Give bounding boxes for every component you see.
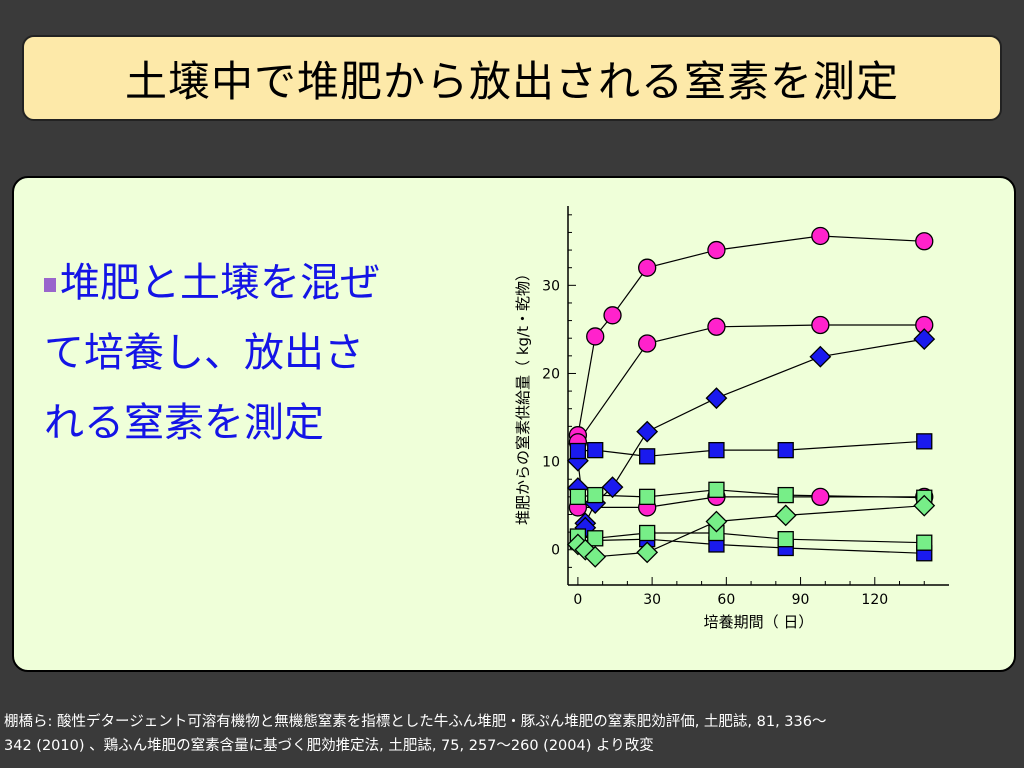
data-point-diamond (913, 328, 936, 351)
data-point-circle (811, 487, 830, 507)
y-tick-label: 30 (542, 278, 560, 294)
data-point-square (777, 531, 794, 548)
data-point-diamond (584, 545, 607, 568)
data-point-square (916, 433, 933, 450)
x-tick-label: 60 (717, 592, 735, 608)
data-point-square (708, 481, 725, 498)
data-point-diamond (601, 476, 624, 499)
data-point-circle (915, 232, 934, 251)
bullet-line-2: て培養し、放出さ (44, 330, 364, 376)
data-point-square (587, 530, 604, 547)
nitrogen-release-chart: 0 10 20 30 0 30 60 90 120 培養期間（ 日） 堆肥からの窒素供給量（ k… (514, 206, 949, 631)
data-point-square (639, 448, 656, 465)
bullet-text: 堆肥と土壌を混ぜ て培養し、放出さ れる窒素を測定 (44, 248, 504, 458)
y-tick-label: 20 (542, 366, 560, 382)
content-panel: 堆肥と土壌を混ぜ て培養し、放出さ れる窒素を測定 0 10 20 30 0 30 60 90… (12, 176, 1016, 672)
series-line-3 (577, 496, 925, 508)
series-line-6 (577, 440, 925, 457)
x-tick-label: 90 (792, 592, 810, 608)
x-axis-label: 培養期間（ 日） (704, 613, 814, 631)
bullet-line-3: れる窒素を測定 (44, 400, 324, 446)
data-point-square (777, 486, 794, 504)
bullet-square-icon (44, 278, 56, 292)
data-point-diamond (636, 420, 659, 443)
citation-footer: 棚橋ら: 酸性デタージェント可溶有機物と無機態窒素を指標とした牛ふん堆肥・豚ぷん… (4, 710, 1022, 758)
data-point-circle (707, 317, 726, 336)
chart-axes: 0 10 20 30 0 30 60 90 120 (542, 206, 949, 608)
series-line-4 (577, 338, 925, 526)
slide-title-text: 土壌中で堆肥から放出される窒素を測定 (124, 56, 899, 106)
data-point-circle (586, 327, 605, 346)
data-point-square (639, 524, 656, 542)
chart-series-markers (566, 226, 936, 568)
slide-title: 土壌中で堆肥から放出される窒素を測定 (22, 35, 1002, 121)
data-point-square (639, 488, 656, 506)
data-point-square (916, 534, 933, 551)
data-point-circle (603, 306, 622, 325)
y-tick-label: 10 (542, 455, 560, 471)
data-point-circle (811, 226, 830, 246)
bullet-line-1: 堆肥と土壌を混ぜ (44, 248, 504, 318)
data-point-square (708, 441, 725, 459)
series-line-9 (577, 532, 925, 544)
x-tick-label: 30 (643, 592, 661, 608)
data-point-diamond (705, 387, 728, 410)
data-point-square (587, 486, 604, 504)
series-line-1 (577, 235, 925, 436)
data-point-square (569, 442, 587, 460)
chart-series-lines (577, 235, 925, 558)
bullet-line-1-text: 堆肥と土壌を混ぜ (60, 260, 380, 306)
citation-line-1: 棚橋ら: 酸性デタージェント可溶有機物と無機態窒素を指標とした牛ふん堆肥・豚ぷん… (4, 714, 827, 730)
x-tick-label: 120 (861, 592, 888, 608)
data-point-circle (707, 240, 726, 260)
data-point-diamond (774, 504, 797, 527)
series-line-10 (577, 505, 925, 558)
series-line-2 (577, 324, 925, 443)
data-point-circle (638, 334, 657, 353)
y-tick-label: 0 (551, 543, 560, 559)
x-tick-label: 0 (573, 592, 582, 608)
data-point-square (587, 441, 604, 459)
data-point-diamond (913, 494, 936, 517)
data-point-diamond (636, 541, 659, 564)
data-point-circle (811, 315, 830, 335)
data-point-square (569, 488, 587, 506)
citation-line-2: 342 (2010) 、鶏ふん堆肥の窒素含量に基づく肥効推定法, 土肥誌, 75… (4, 738, 654, 754)
y-axis-label: 堆肥からの窒素供給量（ kg/t・乾物） (514, 266, 532, 525)
data-point-diamond (705, 510, 728, 533)
data-point-diamond (809, 345, 832, 368)
data-point-circle (638, 258, 657, 277)
data-point-square (777, 441, 794, 459)
